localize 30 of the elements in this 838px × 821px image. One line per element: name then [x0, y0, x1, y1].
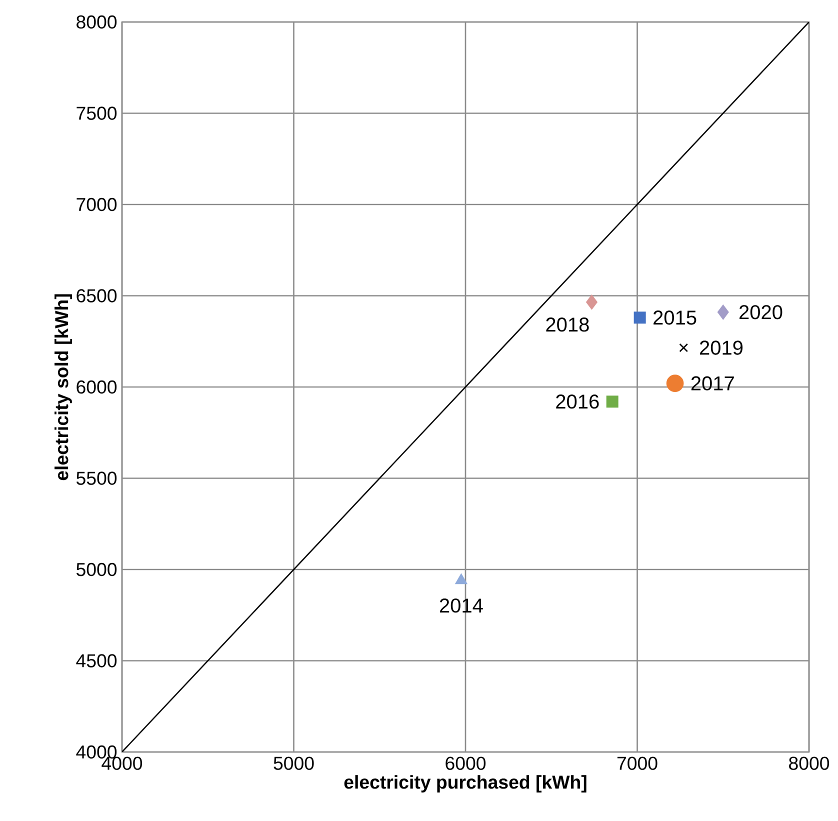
- series-label: 2020: [740, 305, 782, 320]
- point: [586, 294, 598, 310]
- y-tick-label: 7500: [76, 106, 117, 120]
- y-axis-title: electricity sold [kWh]: [54, 294, 72, 480]
- point: [717, 304, 729, 320]
- point: [679, 343, 688, 352]
- point: [606, 396, 618, 408]
- series-label: 2014: [440, 598, 483, 613]
- point: [455, 574, 468, 584]
- y-tick-label: 4000: [76, 745, 117, 759]
- y-tick-label: 5000: [76, 562, 117, 576]
- y-tick-label: 6500: [76, 289, 117, 302]
- series-label: 2018: [546, 318, 589, 332]
- y-tick-label: 7000: [76, 198, 117, 212]
- series-label: 2017: [691, 376, 734, 390]
- y-tick-label: 5500: [76, 472, 117, 485]
- series-label: 2015: [654, 310, 696, 325]
- x-tick-label: 5000: [274, 756, 314, 770]
- x-tick-label: 7000: [617, 756, 658, 770]
- y-tick-label: 8000: [76, 15, 117, 29]
- x-tick-label: 8000: [789, 756, 830, 770]
- y-tick-label: 4500: [76, 654, 117, 668]
- x-tick-label: 6000: [446, 756, 486, 770]
- series-label: 2016: [556, 394, 599, 409]
- point: [634, 312, 646, 324]
- x-tick-label: 4000: [102, 756, 142, 770]
- point: [666, 374, 684, 392]
- x-axis-title: electricity purchased [kWh]: [344, 775, 586, 792]
- y-tick-label: 6000: [76, 380, 117, 394]
- series-label: 2019: [700, 340, 743, 355]
